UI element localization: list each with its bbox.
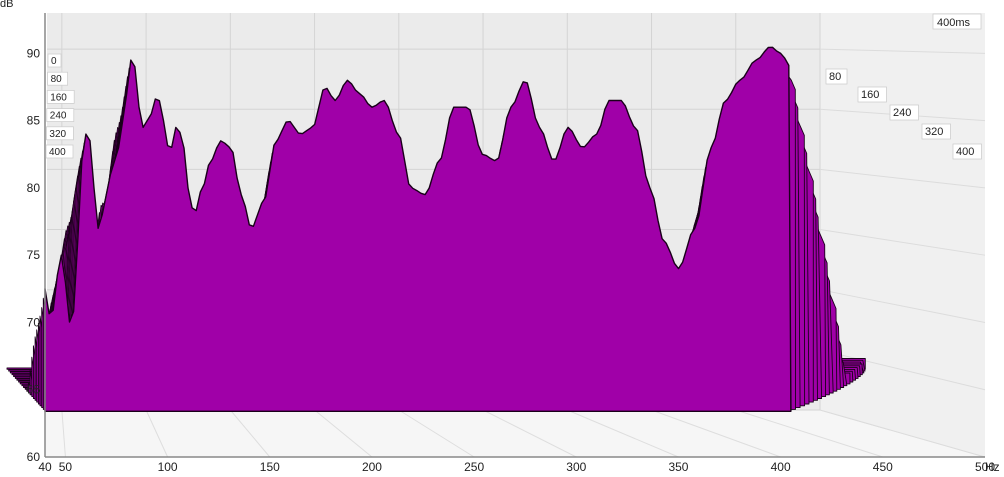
time-label-left: 320 (49, 129, 66, 140)
y-tick-label: 90 (27, 46, 41, 60)
side-grid-line (819, 48, 986, 54)
x-tick-label: 450 (873, 460, 893, 474)
time-label-left: 160 (50, 92, 67, 103)
y-tick-label: 60 (27, 450, 41, 464)
side-grid-line (819, 229, 986, 256)
y-tick-label: 75 (27, 248, 41, 262)
y-tick-label: 80 (27, 181, 41, 195)
axes: 60 65 70 75 80 85 90 40 50 100 150 200 250 300 350 400 4… (27, 13, 995, 474)
x-tick-label: 350 (668, 460, 688, 474)
time-label-box (857, 86, 887, 103)
time-label-right: 240 (893, 107, 911, 119)
x-tick-label: 200 (362, 460, 382, 474)
time-label-box (45, 144, 74, 159)
time-label-left: 240 (50, 111, 67, 122)
time-label-top: 400ms (937, 17, 971, 29)
floor-grid-line (735, 409, 883, 458)
time-label-right: 400 (956, 146, 974, 158)
floor-grid-line (398, 409, 475, 458)
floor-grid-line (229, 409, 271, 458)
floor-panel (45, 410, 985, 457)
time-label-box (825, 68, 848, 85)
time-label-box (47, 53, 62, 68)
floor-grid-line (482, 409, 577, 458)
y-tick-label: 70 (27, 315, 41, 329)
y-axis-title: dB (0, 0, 13, 10)
time-label-box (46, 126, 74, 141)
x-tick-label: 500 (975, 460, 995, 474)
floor-grid-line (651, 409, 781, 458)
time-label-box (921, 123, 951, 140)
y-tick-label: 85 (27, 114, 41, 128)
time-label-box (46, 108, 75, 122)
floor-grid-line (145, 409, 169, 458)
time-label-box (46, 90, 75, 104)
time-label-right: 80 (829, 71, 841, 83)
side-grid-line (819, 168, 986, 189)
side-grid-line (819, 409, 986, 458)
x-tick-label: 300 (566, 460, 586, 474)
floor-grid-line (567, 409, 679, 458)
time-label-left: 0 (51, 56, 57, 67)
side-grid-line (819, 289, 986, 323)
x-tick-label: 150 (260, 460, 280, 474)
y-tick-label: 65 (27, 383, 41, 397)
waterfall-slice (44, 46, 792, 412)
time-label-right: 160 (861, 89, 879, 101)
time-label-box (889, 104, 919, 121)
time-label-left: 400 (49, 147, 66, 158)
x-tick-label: 100 (158, 460, 178, 474)
x-tick-label: 400 (771, 460, 791, 474)
time-label-right: 320 (925, 126, 943, 138)
time-label-left: 80 (51, 74, 63, 85)
x-tick-label: 40 (38, 460, 52, 474)
time-label-box (932, 13, 982, 30)
x-axis-unit: Hz (985, 460, 1000, 474)
x-tick-label: 50 (59, 460, 73, 474)
side-grid-line (819, 349, 986, 391)
x-tick-label: 250 (464, 460, 484, 474)
waterfall-slices (6, 46, 866, 412)
floor-grid-line (314, 409, 373, 458)
time-label-box (952, 143, 982, 160)
floor-grid-line (61, 409, 66, 458)
time-label-box (47, 71, 68, 86)
